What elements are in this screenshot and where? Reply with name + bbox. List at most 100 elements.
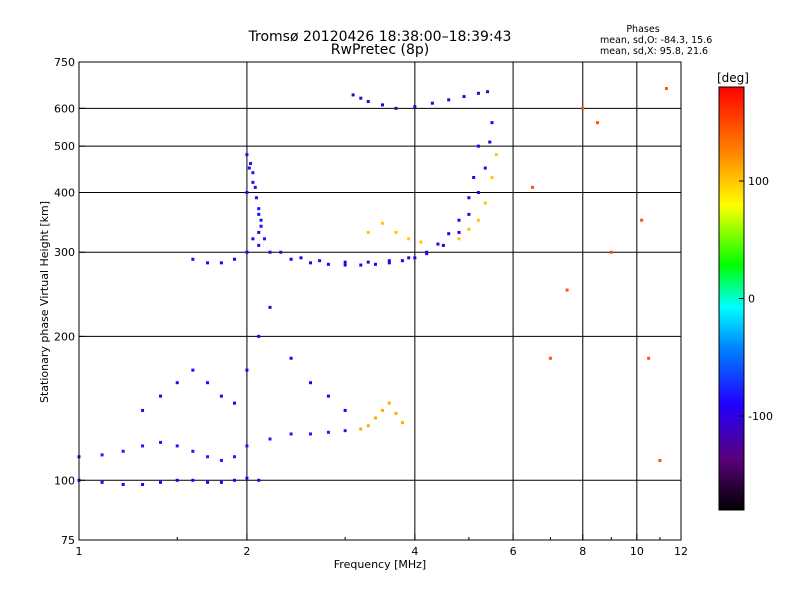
data-point: [219, 394, 223, 398]
data-point: [467, 212, 471, 216]
grid-lines: [79, 62, 681, 540]
colorbar-label: [deg]: [717, 71, 749, 85]
data-point: [245, 190, 249, 194]
y-tick-label: 750: [54, 56, 75, 69]
data-point: [476, 144, 480, 148]
data-point: [441, 243, 445, 247]
data-point: [343, 429, 347, 433]
data-point: [387, 261, 391, 265]
data-point: [380, 103, 384, 107]
data-point: [366, 260, 370, 264]
data-point: [219, 480, 223, 484]
plot-frame: [78, 61, 682, 541]
data-point: [366, 100, 370, 104]
data-point: [425, 252, 429, 256]
data-point: [387, 401, 391, 405]
data-point: [206, 455, 210, 459]
data-point: [191, 449, 195, 453]
data-point: [373, 416, 377, 420]
x-tick-label: 8: [579, 545, 586, 558]
data-point: [387, 259, 391, 263]
data-point: [407, 237, 411, 241]
data-point: [380, 408, 384, 412]
y-tick-label: 100: [54, 474, 75, 487]
data-point: [268, 437, 272, 441]
data-point: [232, 257, 236, 261]
data-point: [308, 261, 312, 265]
data-point: [359, 427, 363, 431]
data-point: [658, 458, 662, 462]
data-point: [530, 185, 534, 189]
data-point: [647, 356, 651, 360]
data-point: [141, 482, 145, 486]
data-point: [343, 263, 347, 267]
data-point: [251, 237, 255, 241]
data-point: [476, 190, 480, 194]
y-tick-label: 75: [61, 534, 75, 547]
data-point: [366, 230, 370, 234]
y-tick-label: 500: [54, 140, 75, 153]
data-point: [664, 87, 668, 91]
data-point: [400, 421, 404, 425]
data-point: [279, 250, 283, 254]
x-axis-label: Frequency [MHz]: [334, 558, 426, 571]
data-point: [141, 444, 145, 448]
data-point: [121, 482, 125, 486]
data-point: [462, 95, 466, 99]
data-point: [262, 237, 266, 241]
data-point: [247, 166, 251, 170]
y-tick-label: 400: [54, 186, 75, 199]
data-point: [609, 250, 613, 254]
data-point: [488, 140, 492, 144]
data-point: [100, 453, 104, 457]
data-point: [380, 221, 384, 225]
data-point: [476, 91, 480, 95]
data-point: [175, 381, 179, 385]
data-point: [289, 356, 293, 360]
data-point: [472, 175, 476, 179]
data-point: [373, 262, 377, 266]
data-point: [257, 212, 261, 216]
data-point: [640, 218, 644, 222]
data-point: [257, 243, 261, 247]
series-3: [245, 153, 266, 241]
phases-o-stats: mean, sd,O: -84.3, 15.6: [600, 35, 712, 46]
data-point: [483, 166, 487, 170]
data-point: [400, 259, 404, 263]
series-0: [191, 144, 480, 267]
y-axis-label: Stationary phase Virtual Height [km]: [38, 201, 51, 403]
data-point: [191, 368, 195, 372]
data-point: [206, 480, 210, 484]
data-point: [257, 334, 261, 338]
data-point: [394, 230, 398, 234]
data-point: [351, 93, 355, 97]
data-point: [326, 394, 330, 398]
y-tick-label: 200: [54, 330, 75, 343]
data-point: [251, 180, 255, 184]
series-7: [359, 401, 404, 431]
series-6: [141, 305, 347, 412]
series-5: [77, 476, 261, 486]
chart-title: Tromsø 20120426 18:38:00–18:39:43: [248, 29, 512, 45]
data-point: [413, 105, 417, 109]
data-point: [257, 207, 261, 211]
data-point: [447, 98, 451, 102]
data-point: [359, 263, 363, 267]
data-point: [326, 430, 330, 434]
series-2: [366, 153, 498, 244]
data-point: [253, 185, 257, 189]
data-point: [490, 175, 494, 179]
data-point: [257, 478, 261, 482]
data-point: [318, 259, 322, 263]
phases-x-stats: mean, sd,X: 95.8, 21.6: [600, 46, 708, 57]
x-tick-label: 12: [674, 545, 688, 558]
data-point: [268, 250, 272, 254]
data-point: [343, 260, 347, 264]
data-point: [245, 444, 249, 448]
data-point: [494, 153, 498, 157]
data-point: [121, 449, 125, 453]
data-point: [419, 240, 423, 244]
series-1: [257, 121, 494, 264]
series-4: [77, 429, 347, 462]
